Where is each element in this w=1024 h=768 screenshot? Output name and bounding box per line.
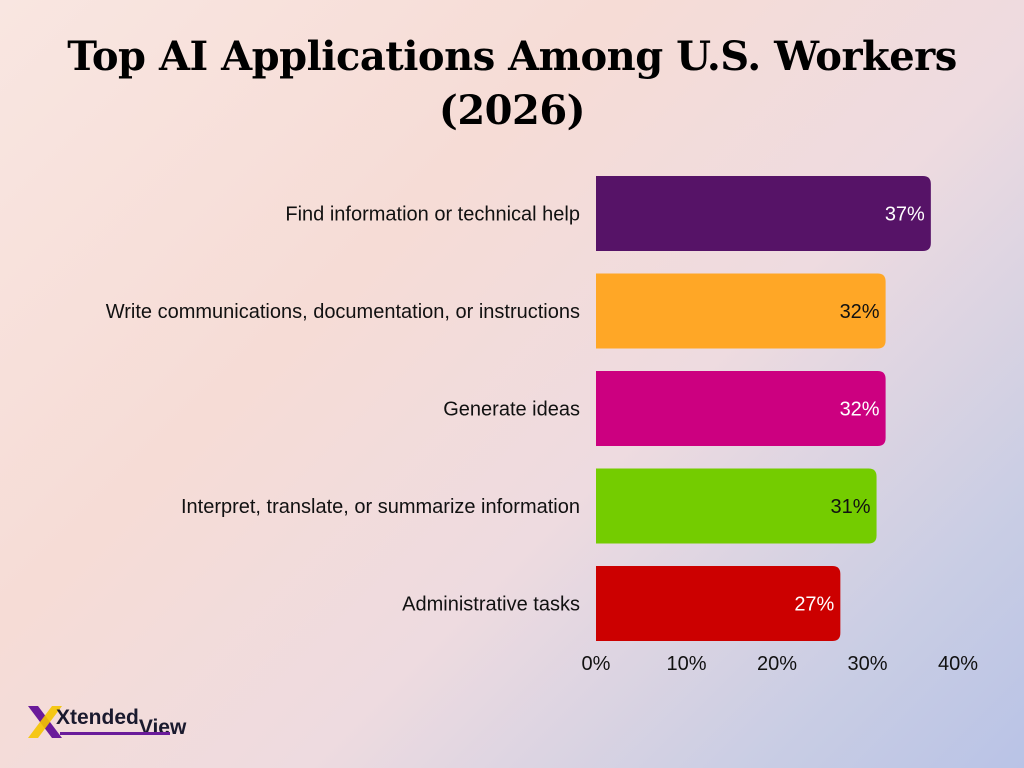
logo-wordmark: XtendedView (56, 706, 186, 739)
value-label-4: 27% (794, 594, 834, 616)
value-label-1: 32% (840, 301, 880, 323)
bar-3 (596, 468, 877, 544)
value-label-3: 31% (831, 496, 871, 518)
x-tick-1: 10% (666, 653, 706, 675)
category-label-1: Write communications, documentation, or … (106, 301, 580, 323)
bar-2 (596, 371, 886, 446)
category-label-0: Find information or technical help (285, 204, 580, 226)
logo-text-main: Xtended (56, 706, 139, 729)
bar-1 (596, 273, 886, 349)
x-tick-0: 0% (582, 653, 611, 675)
bar-4 (596, 566, 841, 641)
x-tick-4: 40% (938, 653, 978, 675)
category-label-4: Administrative tasks (402, 594, 580, 616)
logo-underline (60, 732, 170, 735)
x-tick-3: 30% (847, 653, 887, 675)
value-label-0: 37% (885, 204, 925, 226)
x-logo-icon (28, 706, 62, 738)
bar-0 (596, 176, 931, 251)
category-label-2: Generate ideas (443, 399, 580, 421)
xtendedview-logo: XtendedView (26, 700, 226, 746)
value-label-2: 32% (840, 399, 880, 421)
logo-text-tail: View (138, 716, 187, 739)
category-label-3: Interpret, translate, or summarize infor… (181, 496, 580, 518)
bars-layer: Find information or technical help 37% Wri… (106, 176, 978, 675)
x-tick-2: 20% (757, 653, 797, 675)
chart-title: Top AI Applications Among U.S. Workers (… (67, 33, 957, 134)
